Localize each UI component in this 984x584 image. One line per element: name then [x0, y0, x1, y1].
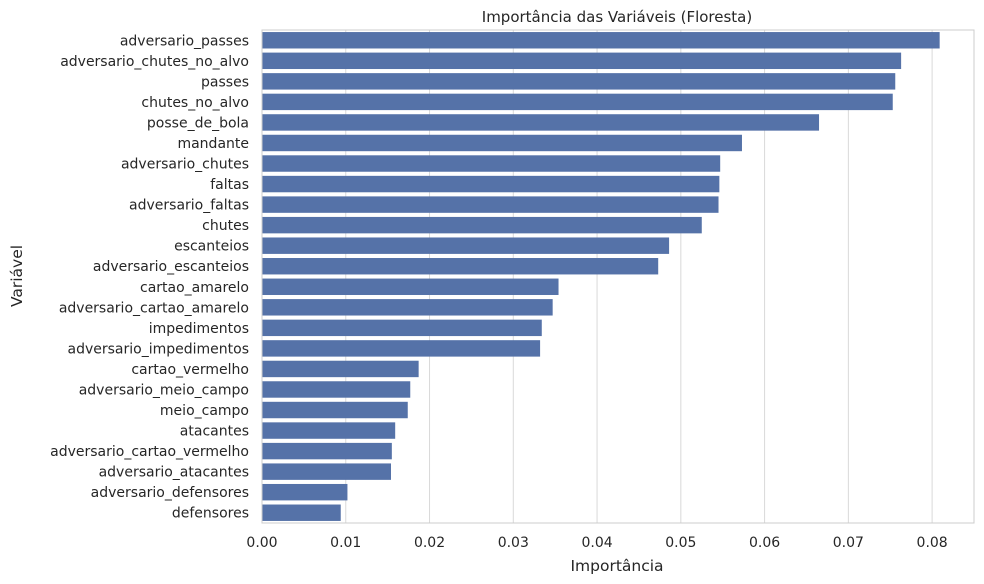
x-tick-label: 0.06 — [749, 535, 780, 551]
bar — [262, 216, 702, 234]
bar — [262, 73, 896, 90]
bar — [262, 278, 559, 295]
bar — [262, 504, 341, 521]
y-axis-title: Variável — [8, 245, 26, 307]
bars — [262, 32, 940, 521]
bar — [262, 319, 542, 337]
y-tick-label: adversario_defensores — [91, 485, 249, 501]
bar — [262, 422, 396, 439]
x-tick-label: 0.04 — [581, 535, 612, 551]
y-tick-label: mandante — [177, 136, 249, 152]
bar — [262, 237, 670, 254]
bar — [262, 196, 719, 213]
bar — [262, 340, 541, 357]
y-tick-label: cartao_amarelo — [140, 280, 249, 296]
bar — [262, 93, 893, 111]
x-tick-label: 0.02 — [414, 535, 445, 551]
y-tick-label: meio_campo — [160, 403, 249, 419]
bar — [262, 134, 742, 152]
bar — [262, 175, 720, 193]
y-tick-label: adversario_chutes_no_alvo — [60, 54, 249, 70]
y-tick-label: posse_de_bola — [147, 115, 249, 131]
bar — [262, 401, 408, 419]
y-tick-label: faltas — [210, 177, 249, 193]
x-tick-label: 0.07 — [833, 535, 864, 551]
bar — [262, 360, 419, 378]
y-tick-label: atacantes — [180, 424, 249, 440]
bar — [262, 483, 348, 501]
y-tick-label: adversario_impedimentos — [68, 341, 249, 357]
x-tick-labels: 0.00 0.01 0.02 0.03 0.04 0.05 0.06 0.07 0.08 — [246, 535, 947, 551]
bar — [262, 299, 553, 316]
y-tick-label: cartao_vermelho — [131, 362, 249, 378]
bar — [262, 155, 721, 172]
x-tick-label: 0.08 — [917, 535, 948, 551]
y-tick-label: adversario_cartao_amarelo — [59, 300, 249, 316]
y-tick-labels: adversario_passes adversario_chutes_no_al… — [50, 33, 249, 521]
y-tick-label: adversario_chutes — [121, 157, 249, 173]
y-tick-label: adversario_passes — [120, 33, 249, 49]
bar — [262, 381, 411, 398]
y-tick-label: escanteios — [174, 239, 249, 255]
bar — [262, 442, 392, 460]
y-tick-label: chutes_no_alvo — [141, 95, 249, 111]
x-tick-label: 0.03 — [498, 535, 529, 551]
bar — [262, 32, 940, 49]
y-tick-label: adversario_escanteios — [93, 259, 249, 275]
y-tick-label: adversario_atacantes — [99, 465, 249, 481]
y-tick-label: adversario_cartao_vermelho — [50, 444, 249, 460]
y-tick-label: impedimentos — [149, 321, 249, 337]
bar — [262, 258, 659, 275]
chart-title: Importância das Variáveis (Floresta) — [482, 8, 752, 26]
y-tick-label: chutes — [202, 218, 249, 234]
x-tick-label: 0.01 — [330, 535, 361, 551]
bar — [262, 463, 391, 480]
grid-lines — [261, 30, 933, 523]
bar — [262, 114, 820, 131]
plot-frame — [261, 29, 975, 524]
bar — [262, 52, 902, 70]
x-tick-label: 0.05 — [665, 535, 696, 551]
y-tick-label: passes — [201, 74, 249, 90]
y-tick-label: adversario_meio_campo — [79, 382, 249, 398]
x-axis-title: Importância — [570, 557, 663, 575]
y-tick-label: adversario_faltas — [129, 198, 249, 214]
y-tick-label: defensores — [172, 506, 249, 522]
x-tick-label: 0.00 — [246, 535, 277, 551]
